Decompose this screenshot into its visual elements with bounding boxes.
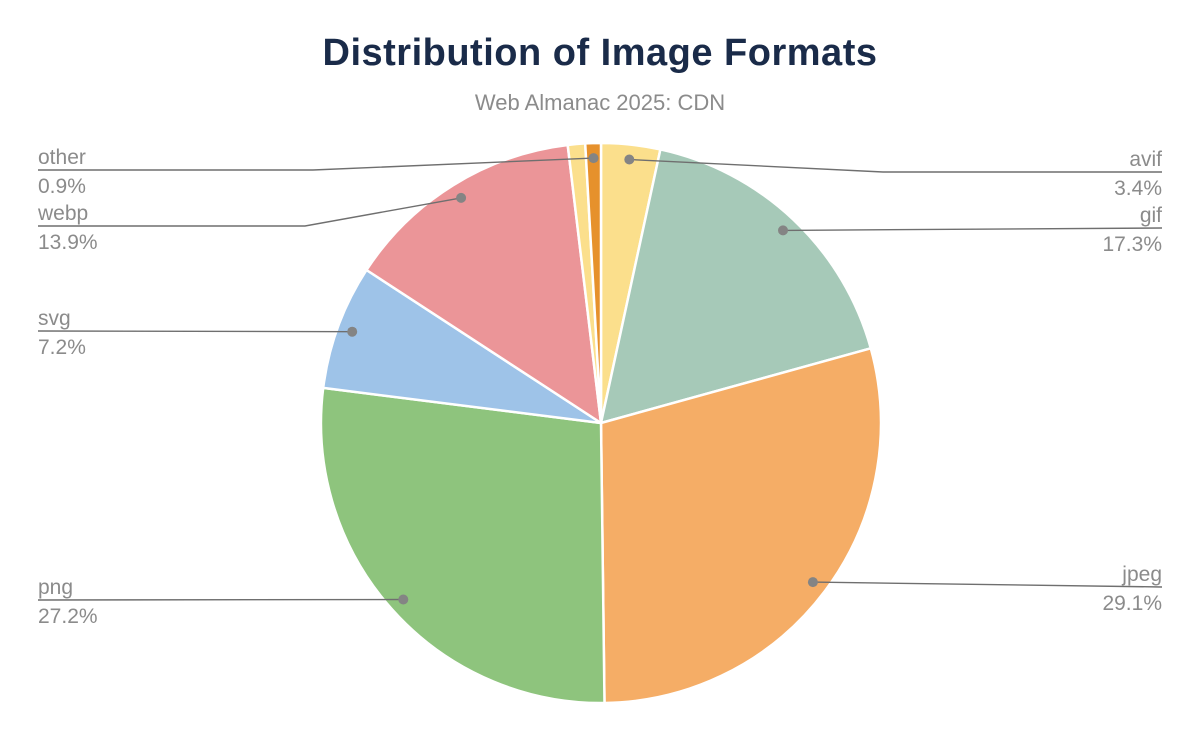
- pie-slice-gif[interactable]: [599, 148, 873, 425]
- label-connector-jpeg: [812, 581, 1163, 588]
- pie-slice-png[interactable]: [319, 386, 606, 705]
- slice-name-png: png: [38, 576, 73, 599]
- slice-pct-avif: 3.4%: [1114, 177, 1162, 200]
- slice-pct-gif: 17.3%: [1102, 233, 1162, 256]
- label-connector-png: [37, 598, 404, 601]
- connector-dot-gif: [778, 225, 788, 236]
- connector-dot-jpeg: [807, 577, 818, 588]
- label-connector-gif: [782, 227, 1163, 232]
- slice-name-gif: gif: [1140, 204, 1162, 227]
- label-connector-avif: [629, 158, 1162, 173]
- connector-dot-png: [398, 594, 409, 605]
- label-connector-other: [38, 157, 594, 171]
- slice-name-svg: svg: [38, 307, 71, 330]
- label-connector-svg: [37, 330, 353, 333]
- connector-dot-avif: [624, 154, 635, 165]
- connector-dot-webp: [456, 192, 467, 203]
- pie-slice-svg[interactable]: [321, 268, 603, 425]
- chart-subtitle: Web Almanac 2025: CDN: [474, 90, 726, 115]
- slice-name-jpeg: jpeg: [1121, 563, 1162, 586]
- pie-slice-other[interactable]: [583, 141, 603, 425]
- pie-slice-webp[interactable]: [365, 143, 603, 425]
- slice-pct-webp: 13.9%: [38, 231, 98, 254]
- pie-slice-jpeg[interactable]: [599, 347, 883, 705]
- slice-pct-jpeg: 29.1%: [1102, 592, 1162, 615]
- slice-pct-svg: 7.2%: [38, 336, 86, 359]
- slice-name-avif: avif: [1129, 148, 1162, 171]
- label-connector-webp: [38, 197, 462, 227]
- chart-title: Distribution of Image Formats: [322, 32, 878, 74]
- connector-dot-other: [588, 153, 599, 164]
- slice-name-other: other: [38, 146, 86, 169]
- connector-dot-svg: [347, 326, 358, 337]
- slice-pct-png: 27.2%: [38, 605, 98, 628]
- slice-pct-other: 0.9%: [38, 175, 86, 198]
- slice-name-webp: webp: [37, 202, 88, 225]
